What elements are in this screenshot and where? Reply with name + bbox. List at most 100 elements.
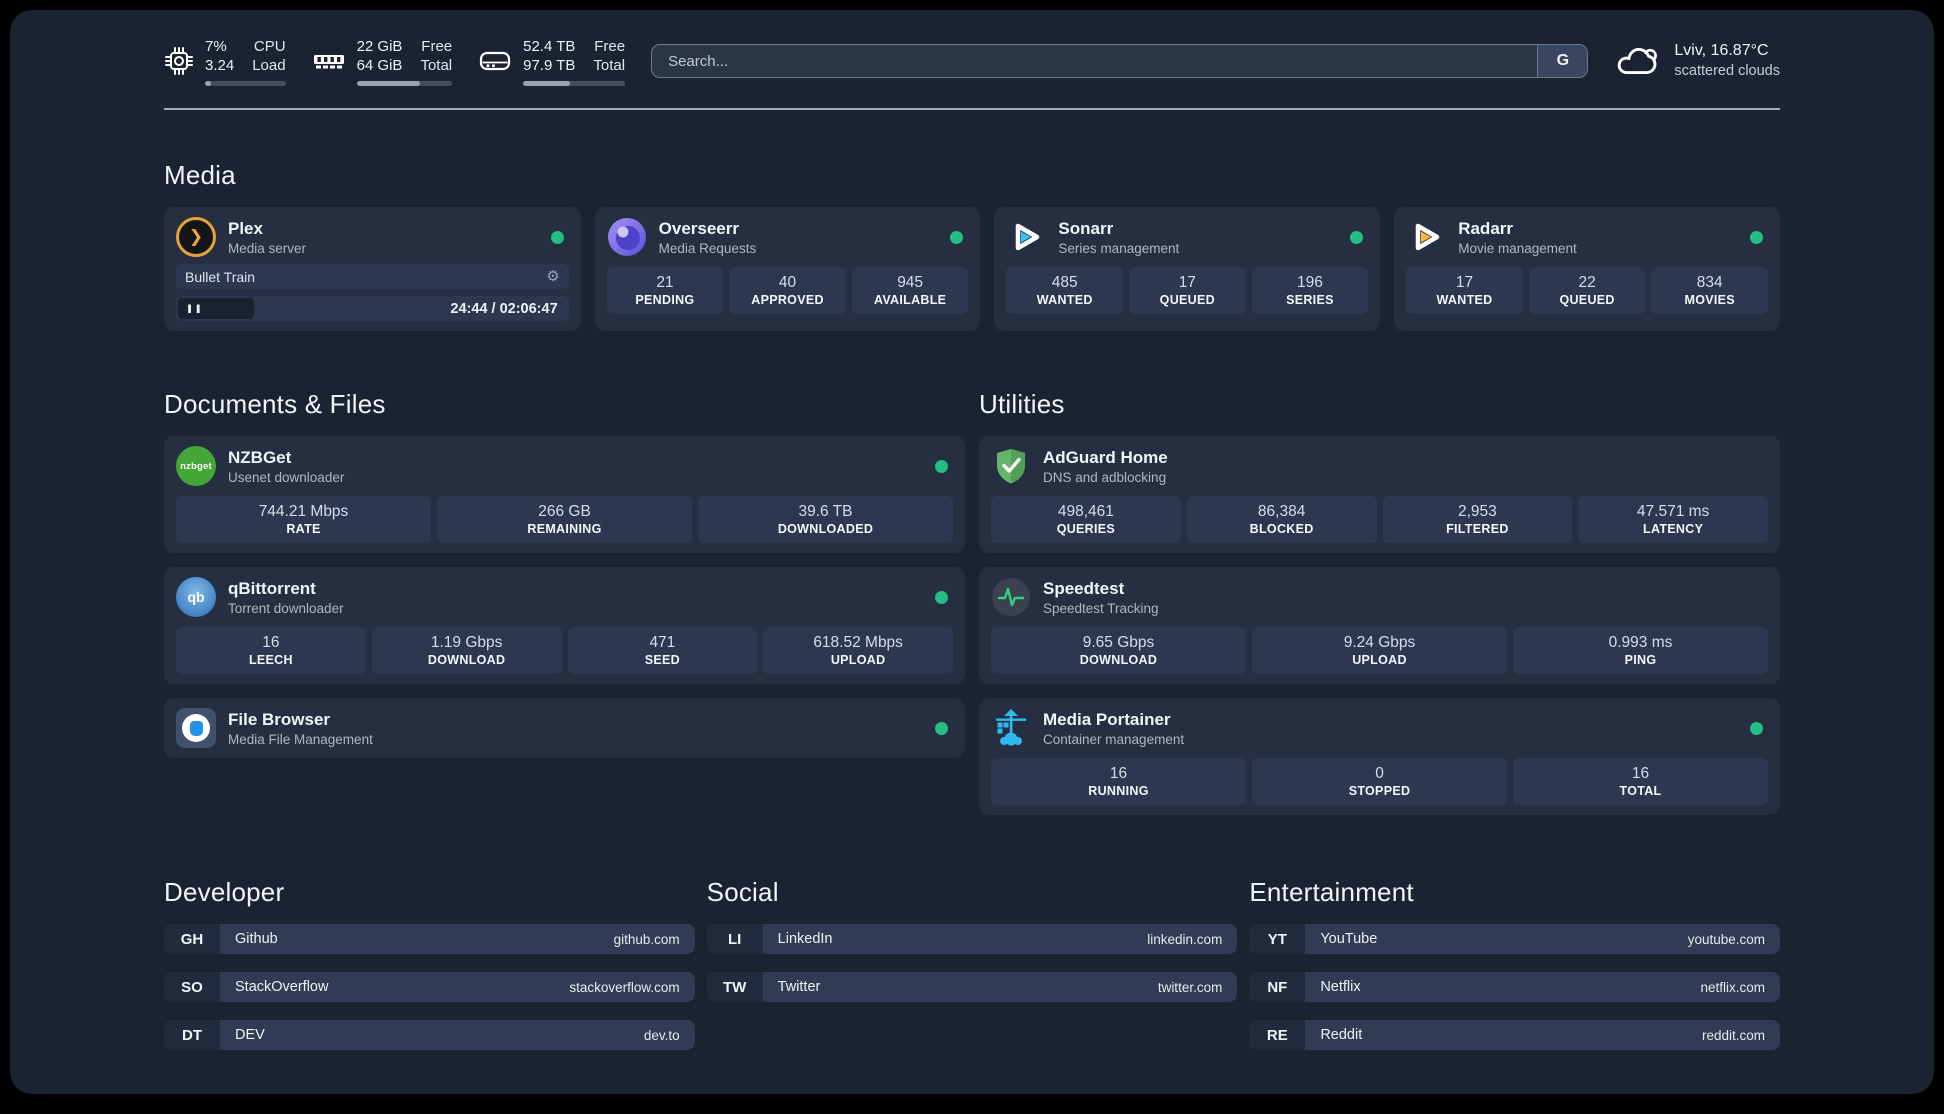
- header-divider: [164, 108, 1780, 110]
- radarr-status-dot: [1750, 230, 1763, 244]
- stat-value: 196: [1296, 274, 1323, 291]
- link-url: twitter.com: [1157, 979, 1223, 995]
- stat-value: 266 GB: [538, 503, 591, 520]
- radarr-desc: Movie management: [1458, 240, 1577, 256]
- qbittorrent-card[interactable]: qb qBittorrent Torrent downloader 16 LEE…: [164, 567, 965, 684]
- stat-tile: 17 WANTED: [1406, 267, 1523, 314]
- plex-settings-gear-icon[interactable]: ⚙: [546, 268, 560, 285]
- documents-section-title: Documents & Files: [164, 389, 386, 419]
- filebrowser-icon: [176, 708, 216, 748]
- social-section-title: Social: [706, 877, 779, 907]
- link-linkedin[interactable]: LI LinkedIn linkedin.com: [706, 924, 1238, 954]
- sonarr-card[interactable]: Sonarr Series management 485 WANTED 17 Q…: [994, 207, 1381, 331]
- stat-value: 9.65 Gbps: [1082, 634, 1155, 651]
- stat-tile: 17 QUEUED: [1129, 267, 1246, 314]
- stat-value: 17: [1455, 274, 1474, 291]
- stat-label: QUEUED: [1159, 293, 1215, 307]
- speedtest-card[interactable]: Speedtest Speedtest Tracking 9.65 Gbps D…: [979, 567, 1780, 684]
- sonarr-icon: [1006, 217, 1046, 257]
- search-engine-button[interactable]: G: [1537, 45, 1588, 77]
- cpu-stat-group: 7% 3.24 CPU Load: [164, 37, 286, 86]
- link-name: LinkedIn: [777, 931, 833, 947]
- media-section-title: Media: [164, 160, 236, 190]
- plex-now-playing-title: Bullet Train: [185, 268, 256, 285]
- stat-label: RATE: [286, 522, 321, 536]
- link-name: Reddit: [1320, 1027, 1363, 1043]
- stat-value: 744.21 Mbps: [258, 503, 349, 520]
- system-stats: 7% 3.24 CPU Load: [164, 37, 626, 86]
- link-twitter[interactable]: TW Twitter twitter.com: [706, 972, 1238, 1002]
- overseerr-desc: Media Requests: [658, 240, 757, 256]
- pause-icon[interactable]: ❚❚: [186, 303, 204, 313]
- developer-section-title: Developer: [164, 877, 285, 907]
- link-abbr: RE: [1249, 1020, 1306, 1050]
- link-youtube[interactable]: YT YouTube youtube.com: [1249, 924, 1780, 954]
- stat-tile: 196 SERIES: [1251, 267, 1369, 314]
- plex-card[interactable]: ❯ Plex Media server Bullet Train ⚙ ❚❚ 24…: [164, 207, 581, 331]
- cpu-values: 7% 3.24: [205, 37, 234, 76]
- link-url: netflix.com: [1700, 979, 1765, 995]
- stat-label: LEECH: [248, 653, 293, 667]
- link-stackoverflow[interactable]: SO StackOverflow stackoverflow.com: [164, 972, 695, 1002]
- qbittorrent-status-dot: [935, 590, 948, 604]
- stat-label: FILTERED: [1446, 522, 1509, 536]
- stat-tile: 498,461 QUERIES: [991, 496, 1181, 543]
- stat-label: STOPPED: [1348, 784, 1411, 798]
- stat-value: 86,384: [1257, 503, 1306, 520]
- disk-icon: [478, 46, 512, 76]
- media-section: Media ❯ Plex Media server Bullet Train ⚙: [164, 160, 1780, 331]
- stat-tile: 9.24 Gbps UPLOAD: [1252, 627, 1507, 674]
- stat-label: PING: [1624, 653, 1657, 667]
- qbittorrent-desc: Torrent downloader: [228, 600, 344, 616]
- link-github[interactable]: GH Github github.com: [164, 924, 695, 954]
- social-section: Social LI LinkedIn linkedin.com TW Twitt…: [706, 877, 1238, 1020]
- stat-tile: 21 PENDING: [606, 267, 724, 314]
- stat-value: 40: [778, 274, 797, 291]
- filebrowser-card[interactable]: File Browser Media File Management: [164, 698, 965, 758]
- link-reddit[interactable]: RE Reddit reddit.com: [1249, 1020, 1780, 1050]
- entertainment-section: Entertainment YT YouTube youtube.com NF …: [1249, 877, 1780, 1068]
- link-abbr: TW: [706, 972, 763, 1002]
- link-abbr: GH: [164, 924, 220, 954]
- stat-tile: 39.6 TB DOWNLOADED: [698, 496, 953, 543]
- plex-now-playing-row: Bullet Train ⚙: [176, 264, 569, 289]
- portainer-card[interactable]: Media Portainer Container management 16 …: [979, 698, 1780, 815]
- stat-label: SEED: [644, 653, 680, 667]
- memory-progress-bar: [356, 80, 453, 86]
- stat-tile: 0 STOPPED: [1252, 758, 1507, 805]
- storage-progress-bar: [523, 80, 626, 86]
- search-input[interactable]: [652, 45, 1538, 77]
- nzbget-status-dot: [935, 459, 948, 473]
- stat-tile: 0.993 ms PING: [1513, 627, 1768, 674]
- storage-labels: Free Total: [593, 37, 626, 75]
- radarr-card[interactable]: Radarr Movie management 17 WANTED 22 QUE…: [1394, 207, 1780, 331]
- nzbget-card[interactable]: nzbget NZBGet Usenet downloader 744.21 M…: [164, 436, 965, 553]
- stat-label: DOWNLOAD: [1079, 653, 1158, 667]
- nzbget-name: NZBGet: [228, 447, 292, 467]
- cpu-usage: 7%: [205, 37, 227, 55]
- adguard-shield-icon: [991, 446, 1031, 486]
- stat-label: QUEUED: [1559, 293, 1615, 307]
- link-dev[interactable]: DT DEV dev.to: [164, 1020, 695, 1050]
- stat-label: REMAINING: [527, 522, 602, 536]
- overseerr-card[interactable]: Overseerr Media Requests 21 PENDING 40 A…: [594, 207, 981, 331]
- sonarr-name: Sonarr: [1058, 218, 1114, 238]
- overseerr-icon: [607, 217, 647, 257]
- portainer-desc: Container management: [1043, 731, 1185, 747]
- adguard-card[interactable]: AdGuard Home DNS and adblocking 498,461 …: [979, 436, 1780, 553]
- stat-value: 22: [1578, 274, 1596, 291]
- storage-values: 52.4 TB 97.9 TB: [523, 37, 575, 76]
- portainer-name: Media Portainer: [1043, 709, 1171, 729]
- adguard-desc: DNS and adblocking: [1043, 469, 1167, 485]
- stat-label: BLOCKED: [1249, 522, 1314, 536]
- storage-stat-group: 52.4 TB 97.9 TB Free Total: [478, 37, 626, 86]
- sonarr-desc: Series management: [1058, 240, 1180, 256]
- link-url: linkedin.com: [1147, 931, 1223, 947]
- entertainment-section-title: Entertainment: [1249, 877, 1414, 907]
- stat-label: APPROVED: [751, 293, 824, 307]
- stat-label: WANTED: [1436, 293, 1493, 307]
- stat-value: 945: [897, 274, 924, 291]
- link-netflix[interactable]: NF Netflix netflix.com: [1249, 972, 1780, 1002]
- storage-total: 97.9 TB: [523, 57, 576, 74]
- memory-free: 22 GiB: [356, 37, 403, 55]
